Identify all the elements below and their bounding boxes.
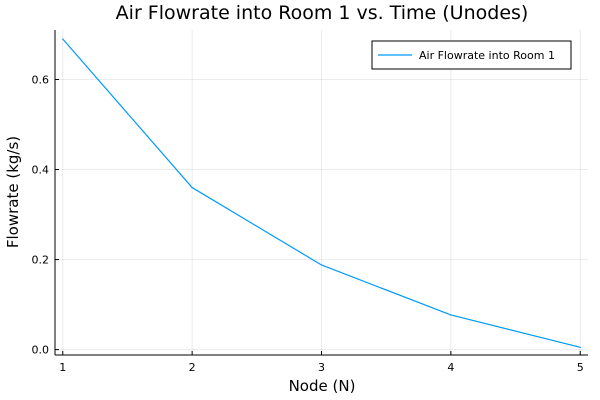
y-tick-label: 0.2 [32, 254, 50, 267]
x-axis-label: Node (N) [289, 377, 356, 395]
legend-label: Air Flowrate into Room 1 [419, 49, 555, 62]
x-tick-label: 5 [577, 361, 584, 374]
x-tick-label: 2 [189, 361, 196, 374]
y-tick-label: 0.0 [32, 344, 50, 357]
x-tick-label: 3 [318, 361, 325, 374]
data-point [450, 314, 452, 316]
grid [55, 30, 588, 355]
data-point [191, 186, 193, 189]
tick-labels: 1 2 3 4 5 0.0 0.2 0.4 0.6 [32, 74, 584, 374]
data-point [62, 38, 64, 40]
y-tick-label: 0.6 [32, 74, 50, 87]
legend: Air Flowrate into Room 1 [371, 40, 572, 70]
series-layer [62, 38, 581, 348]
x-tick-label: 4 [447, 361, 454, 374]
chart-title: Air Flowrate into Room 1 vs. Time (Unode… [116, 2, 529, 24]
data-point [579, 346, 581, 348]
data-point [320, 264, 323, 266]
y-axis-label: Flowrate (kg/s) [4, 136, 22, 248]
y-tick-label: 0.4 [32, 164, 50, 177]
x-tick-label: 1 [59, 361, 66, 374]
